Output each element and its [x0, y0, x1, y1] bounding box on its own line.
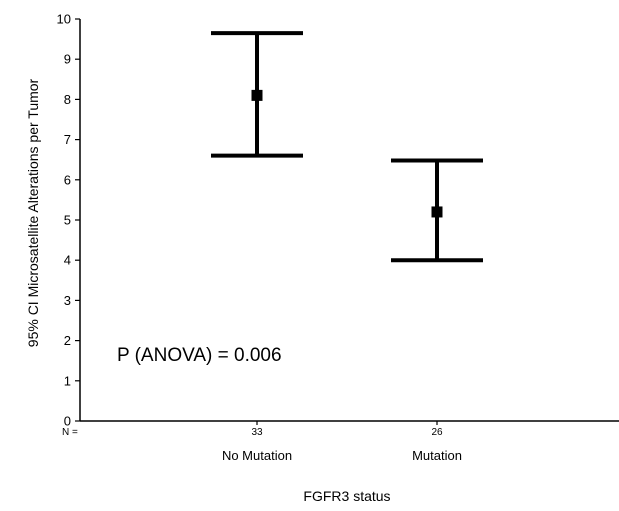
n-value: 26: [431, 427, 443, 438]
y-tick-label: 1: [64, 373, 71, 388]
y-ticks: 0 1 2 3 4 5 6 7 8 9 10: [57, 12, 80, 429]
x-labels: 33 No Mutation 26 Mutation: [222, 421, 462, 463]
y-tick-label: 2: [64, 333, 71, 348]
y-tick-label: 7: [64, 132, 71, 147]
anova-annotation: P (ANOVA) = 0.006: [117, 345, 282, 366]
category-label: No Mutation: [222, 448, 292, 463]
x-axis-title: FGFR3 status: [303, 488, 390, 504]
y-tick-label: 10: [57, 12, 71, 27]
y-tick-label: 5: [64, 213, 71, 228]
n-prefix: N =: [62, 427, 78, 438]
y-axis-title: 95% CI Microsatellite Alterations per Tu…: [25, 78, 41, 347]
y-tick-label: 6: [64, 172, 71, 187]
y-tick-label: 9: [64, 52, 71, 67]
mean-marker: [431, 206, 443, 218]
y-tick-label: 0: [64, 414, 71, 429]
n-value: 33: [251, 427, 263, 438]
category-label: Mutation: [412, 448, 462, 463]
y-tick-label: 3: [64, 293, 71, 308]
y-tick-label: 8: [64, 92, 71, 107]
error-bars: [211, 31, 483, 263]
y-tick-label: 4: [64, 253, 71, 268]
mean-marker: [251, 89, 263, 101]
